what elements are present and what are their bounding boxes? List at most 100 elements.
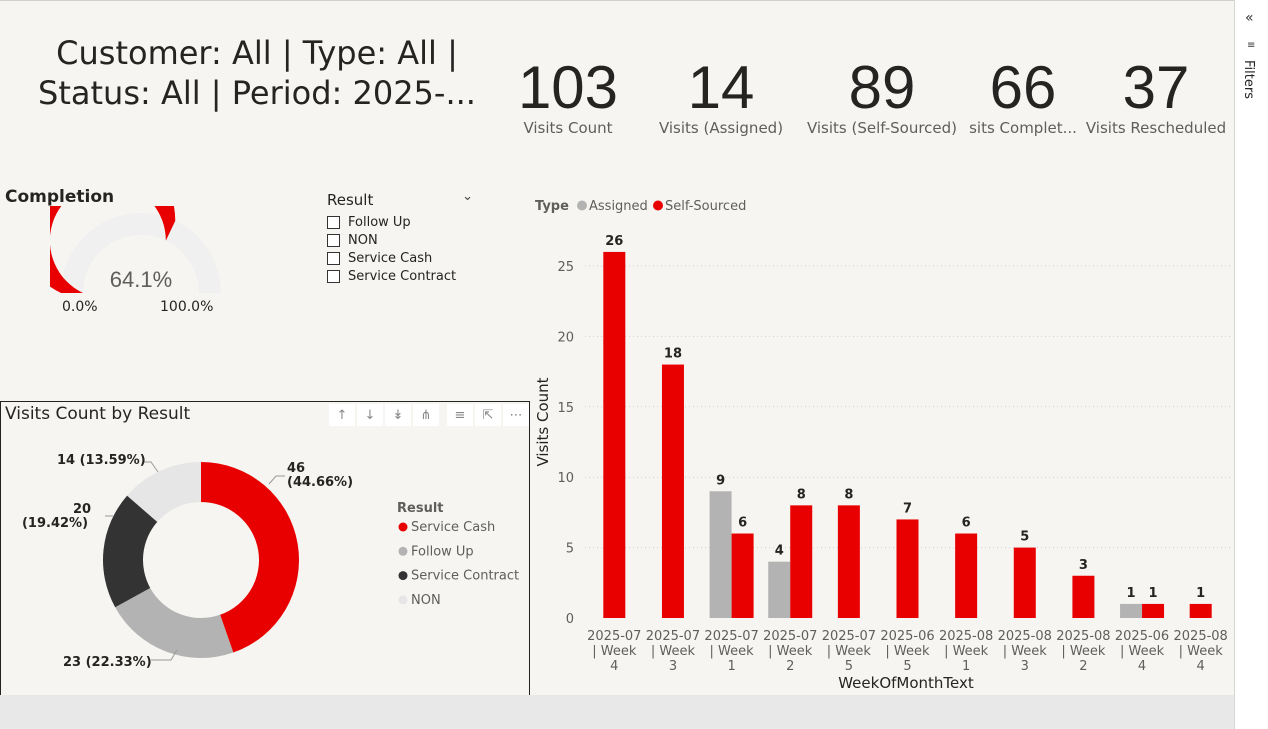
bar[interactable]: [896, 519, 919, 618]
donut-slice[interactable]: [103, 495, 158, 608]
x-tick-label: 1: [962, 659, 970, 674]
kpi-label: sits Complet...: [969, 119, 1077, 137]
collapse-icon[interactable]: «: [1245, 10, 1254, 26]
x-tick-label: 2025-07: [646, 629, 700, 644]
x-tick-label: 1: [727, 659, 735, 674]
donut-chart-title: Visits Count by Result: [5, 404, 191, 424]
visits-bar-chart[interactable]: Type Assigned Self-Sourced0510152025Visits…: [530, 186, 1234, 694]
bar[interactable]: [790, 505, 813, 618]
bar-data-label: 1: [1127, 586, 1136, 601]
x-tick-label: 2025-06: [1115, 629, 1169, 644]
bar[interactable]: [709, 491, 732, 618]
bar[interactable]: [1072, 575, 1095, 618]
x-tick-label: | Week: [1003, 644, 1048, 659]
slicer-title: Result: [327, 191, 374, 209]
report-canvas: Customer: All | Type: All | Status: All …: [0, 0, 1234, 696]
donut-legend-item[interactable]: NON: [411, 593, 441, 608]
slicer-item-service-contract[interactable]: Service Contract: [327, 267, 477, 285]
legend-marker: [398, 595, 408, 605]
x-tick-label: | Week: [768, 644, 813, 659]
x-tick-label: 2025-07: [587, 629, 641, 644]
filter-icon: ≡: [1247, 40, 1256, 51]
bar[interactable]: [768, 561, 791, 618]
donut-slice[interactable]: [127, 462, 201, 522]
bar-legend-item[interactable]: Self-Sourced: [665, 199, 746, 214]
bar-data-label: 6: [738, 516, 747, 531]
slicer-item-follow-up[interactable]: Follow Up: [327, 213, 477, 231]
checkbox[interactable]: [327, 233, 340, 247]
chevron-down-icon[interactable]: ⌄: [462, 189, 473, 204]
arrow-down-icon[interactable]: ↓: [357, 404, 383, 426]
fork-icon[interactable]: ⋔: [413, 404, 439, 426]
x-tick-label: | Week: [885, 644, 930, 659]
bar[interactable]: [837, 505, 860, 618]
donut-data-label: 23 (22.33%): [63, 655, 152, 670]
double-arrow-down-icon[interactable]: ↡: [385, 404, 411, 426]
kpi-value: 14: [687, 54, 755, 121]
y-tick-label: 5: [566, 542, 574, 557]
kpi-card-visits-assigned[interactable]: 14 Visits (Assigned): [651, 53, 791, 137]
kpi-card-visits-count[interactable]: 103 Visits Count: [508, 53, 628, 137]
donut-chart[interactable]: 46(44.66%) 23 (22.33%) 20(19.42%) 14 (13.59…: [1, 402, 529, 695]
filters-pane[interactable]: « ≡ Filters: [1234, 0, 1268, 729]
filter-icon[interactable]: ≡: [447, 404, 473, 426]
bar-data-label: 1: [1149, 586, 1158, 601]
x-tick-label: 2: [786, 659, 794, 674]
bar[interactable]: [731, 533, 754, 618]
bar[interactable]: [1189, 603, 1212, 618]
donut-slice[interactable]: [115, 587, 234, 658]
kpi-card-visits-rescheduled[interactable]: 37 Visits Rescheduled: [1082, 53, 1230, 137]
bar[interactable]: [603, 251, 626, 619]
x-tick-label: 2025-08: [1056, 629, 1110, 644]
donut-legend-item[interactable]: Follow Up: [411, 544, 474, 559]
legend-marker: [577, 200, 587, 211]
kpi-card-visits-completed[interactable]: 66 sits Complet...: [967, 53, 1079, 137]
checkbox[interactable]: [327, 251, 340, 265]
y-tick-label: 10: [557, 471, 574, 486]
x-tick-label: | Week: [944, 644, 989, 659]
bar-legend: Type Assigned Self-Sourced: [535, 199, 746, 214]
bar-legend-item[interactable]: Assigned: [589, 199, 648, 214]
bar[interactable]: [661, 364, 684, 618]
bar-data-label: 8: [797, 487, 806, 502]
bar[interactable]: [1142, 603, 1165, 618]
kpi-card-visits-self-sourced[interactable]: 89 Visits (Self-Sourced): [799, 53, 965, 137]
focus-icon[interactable]: ⇱: [475, 404, 501, 426]
slicer-item-non[interactable]: NON: [327, 231, 477, 249]
kpi-value: 89: [848, 54, 916, 121]
arrow-up-icon[interactable]: ↑: [329, 404, 355, 426]
slicer-header[interactable]: Result ⌄: [327, 189, 477, 209]
kpi-label: Visits (Assigned): [658, 119, 784, 137]
bar[interactable]: [1120, 603, 1143, 618]
y-axis-label: Visits Count: [534, 377, 552, 466]
y-tick-label: 15: [557, 401, 574, 416]
gauge-fill: [50, 206, 176, 293]
donut-slice[interactable]: [201, 462, 300, 653]
bar[interactable]: [955, 533, 978, 618]
gauge-title: Completion: [5, 187, 115, 207]
more-icon[interactable]: ⋯: [503, 404, 529, 426]
donut-legend-title: Result: [397, 501, 444, 516]
checkbox[interactable]: [327, 269, 340, 283]
donut-legend-item[interactable]: Service Cash: [411, 520, 495, 535]
visual-toolbar: ↑ ↓ ↡ ⋔ ≡ ⇱ ⋯: [327, 404, 529, 426]
completion-gauge[interactable]: 64.1%: [50, 206, 230, 301]
legend-marker: [398, 571, 408, 581]
slicer-item-service-cash[interactable]: Service Cash: [327, 249, 477, 267]
checkbox[interactable]: [327, 215, 340, 229]
x-tick-label: 4: [1197, 659, 1205, 674]
y-tick-label: 20: [557, 330, 574, 345]
bar-data-label: 4: [775, 544, 784, 559]
kpi-label: Visits Rescheduled: [1085, 119, 1227, 137]
slicer-item-label: Service Contract: [348, 268, 457, 284]
donut-chart-panel[interactable]: 46 (44.66%) 23 (22.33%) 20 (19.42%) 14 (13.59…: [0, 401, 530, 696]
x-tick-label: | Week: [827, 644, 872, 659]
bar-data-label: 8: [844, 487, 853, 502]
x-tick-label: 2025-06: [880, 629, 934, 644]
donut-leader-line: [143, 461, 159, 473]
bar-data-label: 5: [1020, 530, 1029, 545]
donut-legend-item[interactable]: Service Contract: [411, 569, 519, 584]
x-tick-label: 2025-08: [1174, 629, 1228, 644]
report-title: Customer: All | Type: All | Status: All …: [22, 33, 492, 113]
bar[interactable]: [1013, 547, 1036, 618]
